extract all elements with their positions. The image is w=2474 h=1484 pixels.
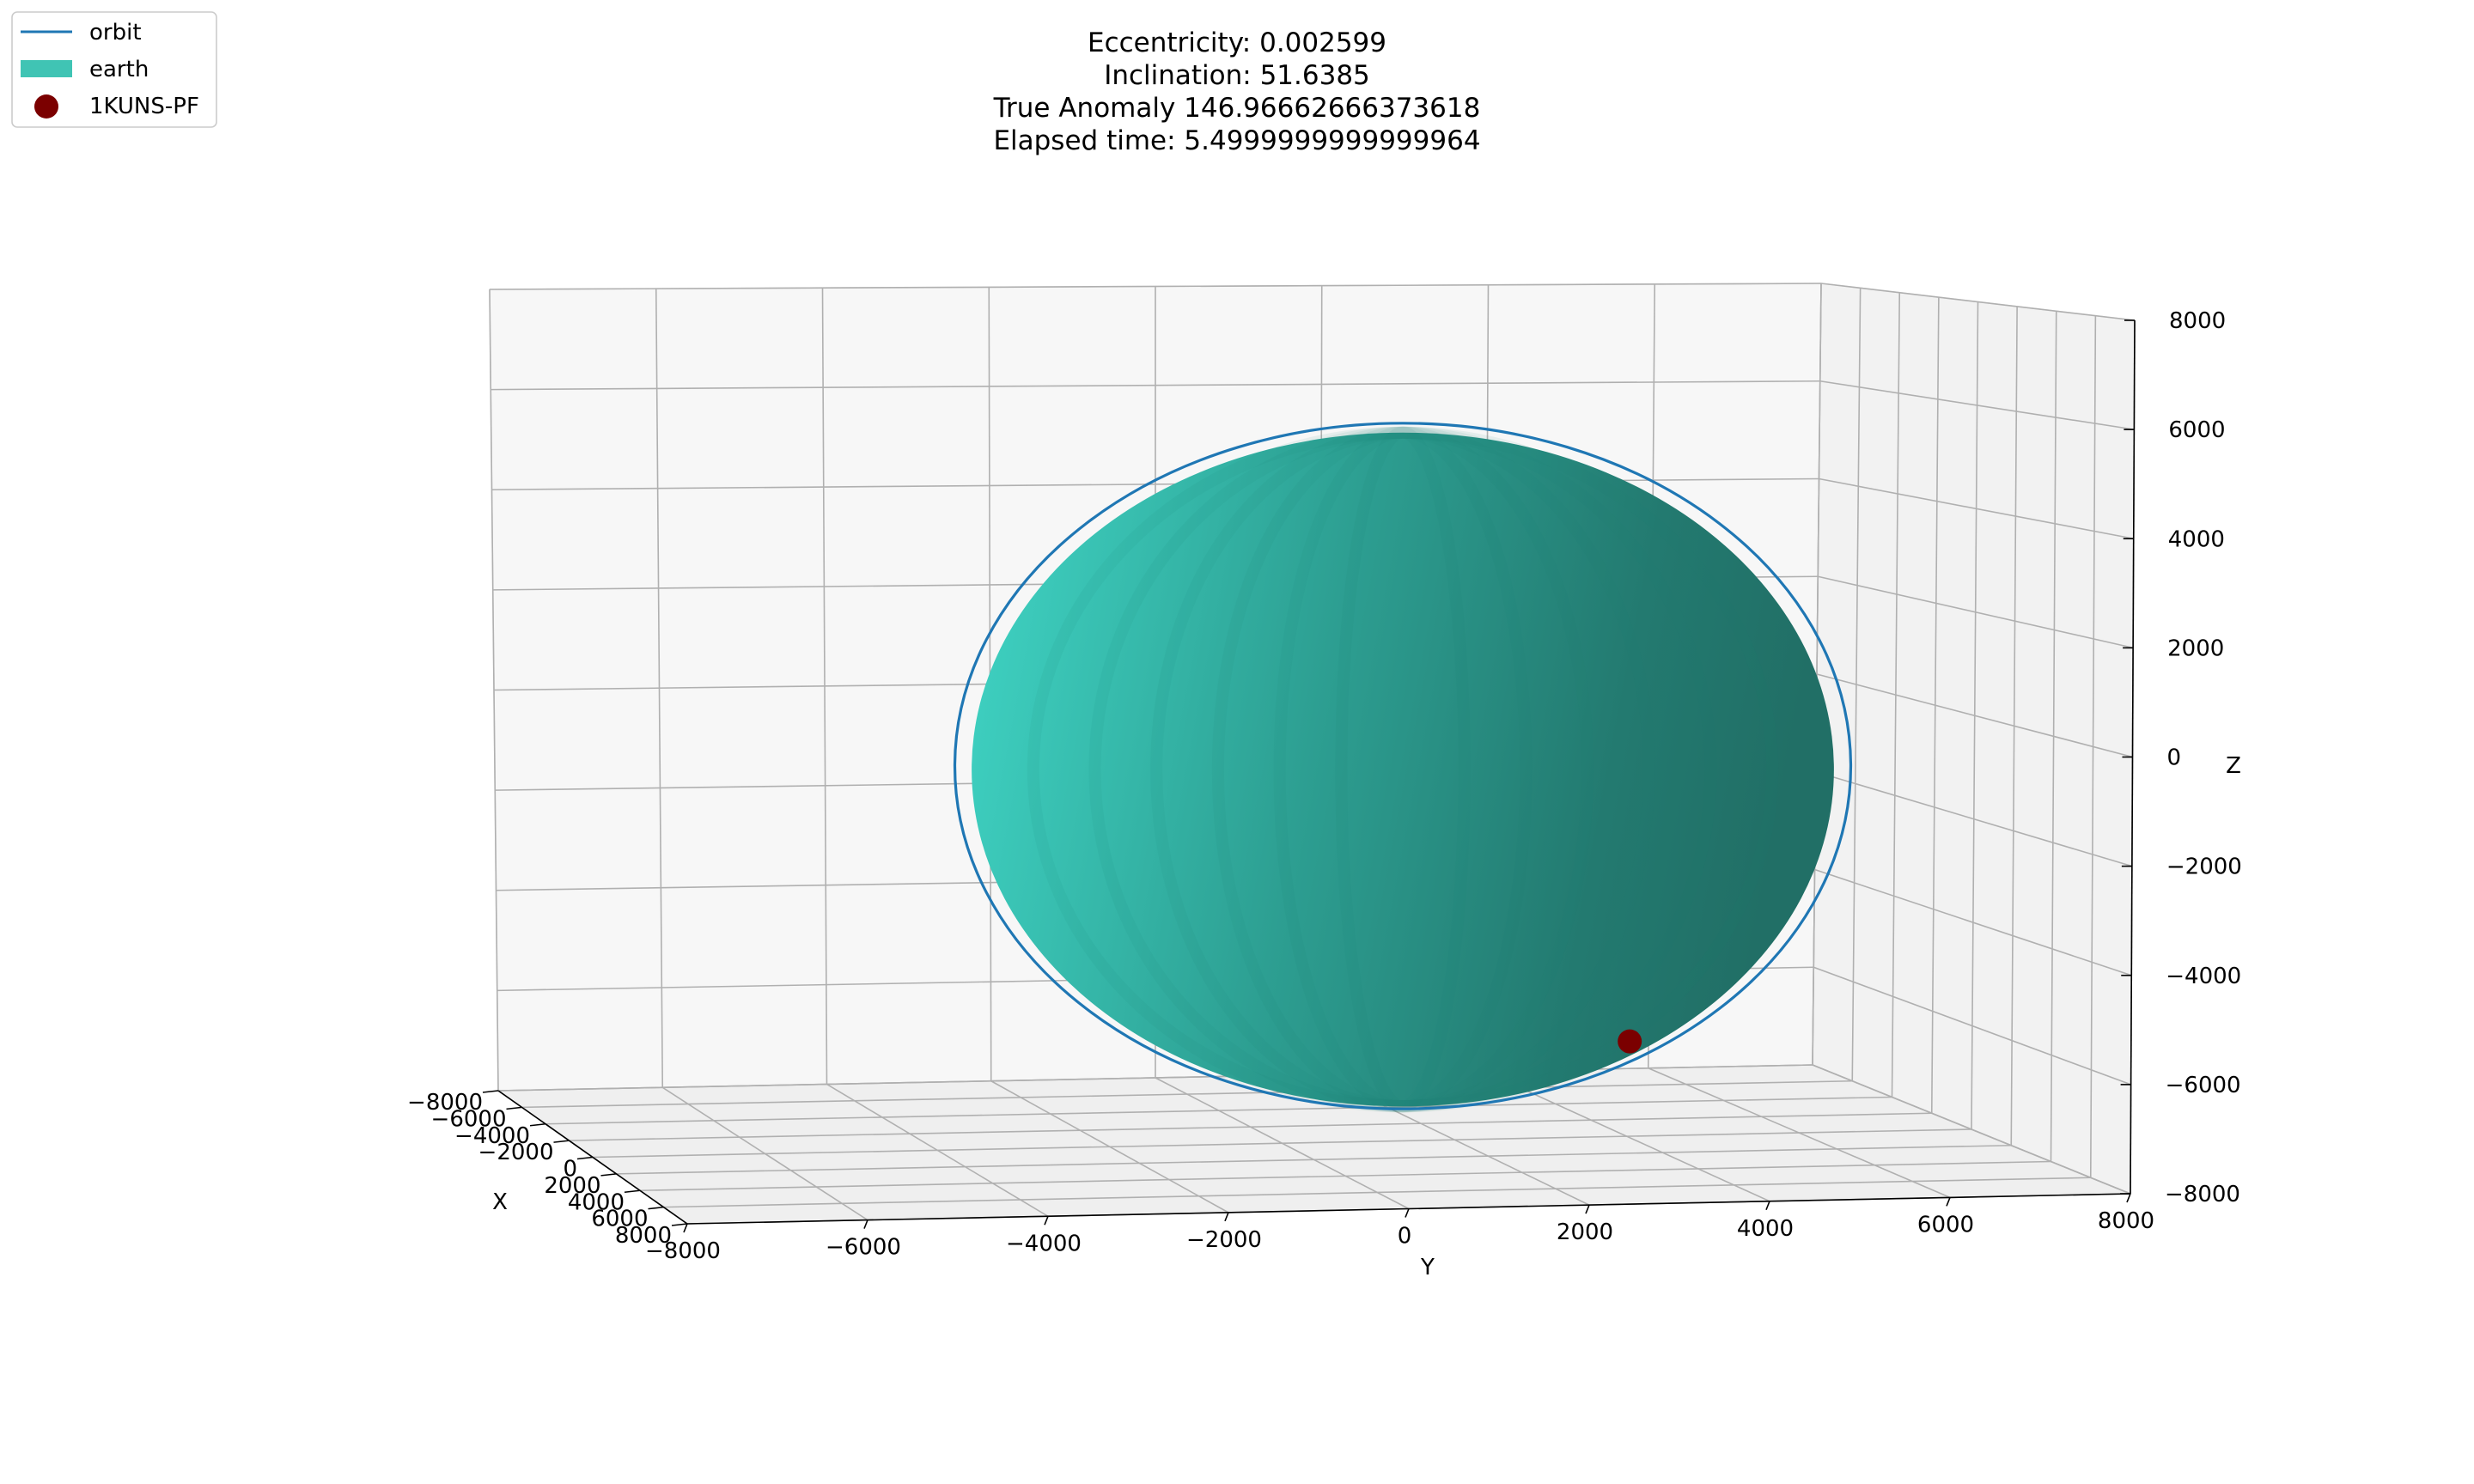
- grid-x-right: [2010, 306, 2018, 1146]
- x-tick-mark: [506, 1106, 522, 1110]
- title-line-1: Eccentricity: 0.002599: [1088, 27, 1386, 58]
- title-line-2: Inclination: 51.6385: [1104, 60, 1370, 91]
- y-tick-label: −8000: [645, 1238, 721, 1264]
- legend-earth-label: earth: [89, 57, 149, 82]
- grid-x-floor: [663, 1177, 2091, 1208]
- chart-title: Eccentricity: 0.002599 Inclination: 51.6…: [993, 27, 1481, 156]
- x-tick-label: 6000: [591, 1207, 648, 1232]
- z-axis-label: Z: [2226, 753, 2241, 779]
- x-tick-mark: [671, 1223, 688, 1226]
- y-tick-mark: [2126, 1193, 2131, 1203]
- legend-sat-label: 1KUNS-PF: [89, 94, 199, 119]
- earth-meridian: [1150, 426, 1655, 1113]
- x-tick-label: 8000: [615, 1223, 672, 1249]
- z-tick-label: 4000: [2168, 526, 2225, 552]
- legend: orbit earth 1KUNS-PF: [11, 11, 217, 128]
- x-tick-label: 4000: [568, 1189, 625, 1215]
- earth-meridian: [1211, 426, 1594, 1113]
- legend-orbit-label: orbit: [89, 20, 142, 46]
- grid-z-back: [489, 283, 1822, 290]
- z-tick-label: 6000: [2168, 417, 2225, 443]
- grid-x-right: [2089, 315, 2097, 1178]
- plot-marks: [953, 422, 1853, 1113]
- y-axis-label: Y: [1420, 1255, 1435, 1280]
- earth-meridian: [1273, 426, 1533, 1113]
- earth-meridian: [1335, 426, 1471, 1113]
- y-tick-label: −4000: [1006, 1231, 1082, 1256]
- x-tick-label: −6000: [431, 1106, 507, 1132]
- x-tick-label: −2000: [478, 1140, 554, 1165]
- earth-meridian: [1027, 426, 1779, 1113]
- satellite-point: [1618, 1029, 1642, 1054]
- x-tick-mark: [648, 1206, 664, 1210]
- y-tick-mark: [1405, 1208, 1410, 1218]
- z-tick-label: 2000: [2167, 636, 2224, 661]
- y-tick-label: 6000: [1917, 1212, 1974, 1238]
- grid-z-right: [1820, 283, 2136, 321]
- x-tick-mark: [482, 1090, 499, 1093]
- grid-z-right: [1818, 575, 2134, 649]
- grid-x-right: [1971, 301, 1979, 1130]
- x-axis-label: X: [492, 1189, 508, 1215]
- right-pane: [1812, 283, 2136, 1195]
- grid-x-floor: [616, 1144, 2012, 1175]
- grid-y-floor: [1648, 1067, 1951, 1199]
- legend-sat-swatch: [34, 94, 58, 119]
- y-tick-mark: [1585, 1204, 1590, 1214]
- grid-z-right: [1819, 477, 2134, 540]
- y-tick-mark: [683, 1223, 688, 1233]
- legend-earth-swatch: [21, 60, 72, 77]
- z-tick-label: −4000: [2166, 964, 2241, 989]
- z-tick-label: −6000: [2166, 1073, 2241, 1098]
- grid-x-floor: [592, 1128, 1972, 1159]
- y-tick-mark: [1224, 1212, 1229, 1222]
- x-tick-mark: [576, 1156, 594, 1160]
- y-tick-mark: [1765, 1201, 1770, 1211]
- y-tick-mark: [1044, 1215, 1049, 1226]
- y-tick-label: −2000: [1186, 1227, 1262, 1253]
- x-tick-label: 2000: [544, 1173, 600, 1199]
- grid-y-floor: [1812, 1064, 2131, 1195]
- y-tick-label: 2000: [1557, 1219, 1613, 1245]
- y-tick-mark: [863, 1219, 868, 1229]
- z-tick-label: −2000: [2166, 855, 2242, 880]
- title-line-3: True Anomaly 146.96662666373618: [993, 93, 1481, 124]
- tick-labels: −8000 −6000 −4000 −2000 0 2000 4000 6000 8000−80…: [407, 308, 2242, 1264]
- grid-y-back: [1812, 283, 1822, 1066]
- grid-z-back: [491, 380, 1820, 391]
- z-tick-label: 8000: [2169, 308, 2226, 334]
- earth-meridian: [1088, 426, 1717, 1113]
- x-tick-mark: [553, 1140, 570, 1143]
- orbit-line: [953, 422, 1853, 1110]
- earth-surface: [972, 432, 1834, 1107]
- grid-y-floor: [1484, 1070, 1770, 1202]
- y-tick-label: −6000: [826, 1235, 901, 1261]
- x-tick-mark: [600, 1173, 617, 1177]
- title-line-4: Elapsed time: 5.4999999999999964: [993, 125, 1480, 156]
- x-tick-label: −4000: [454, 1123, 530, 1149]
- z-tick-label: 0: [2167, 745, 2182, 771]
- y-tick-mark: [1946, 1197, 1951, 1207]
- x-tick-label: −8000: [407, 1090, 483, 1116]
- legend-frame: [11, 11, 217, 128]
- x-tick-mark: [529, 1122, 546, 1127]
- y-tick-label: 0: [1398, 1224, 1412, 1250]
- x-tick-label: 0: [563, 1157, 577, 1183]
- x-tick-mark: [624, 1189, 641, 1194]
- grid-x-floor: [639, 1160, 2051, 1192]
- y-tick-label: 8000: [2098, 1208, 2154, 1234]
- z-tick-label: −8000: [2165, 1182, 2240, 1207]
- y-tick-label: 4000: [1737, 1216, 1794, 1242]
- grid-x-right: [2050, 311, 2057, 1162]
- grid-z-right: [1819, 380, 2135, 430]
